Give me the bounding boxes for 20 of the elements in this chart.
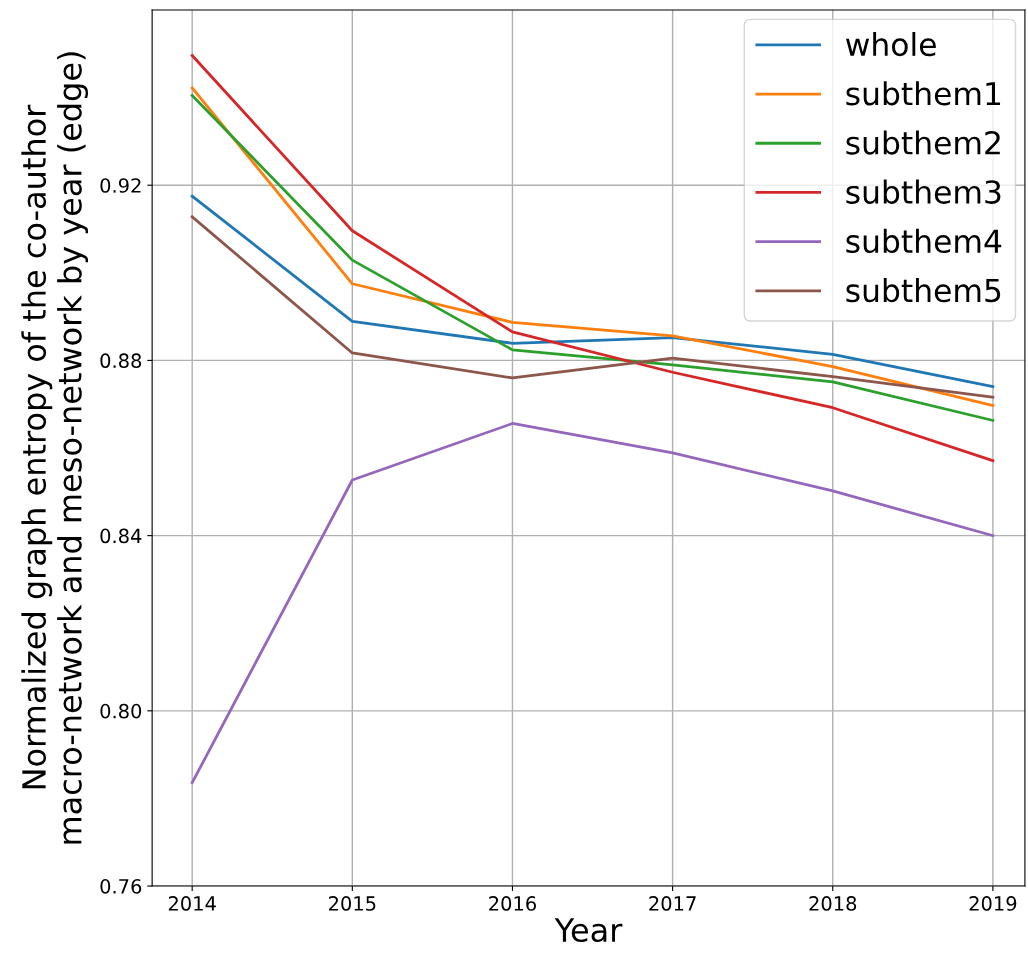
x-tick-label: 2018 xyxy=(809,896,857,911)
legend-label: subthem3 xyxy=(846,179,1001,204)
y-tick-label: 0.76 xyxy=(100,879,142,894)
x-tick-label: 2014 xyxy=(168,896,216,911)
legend-label: subthem1 xyxy=(846,81,1001,106)
y-tick-label: 0.84 xyxy=(100,528,142,544)
x-tick-label: 2015 xyxy=(329,896,376,911)
legend-label: subthem4 xyxy=(846,228,1002,254)
legend-label: whole xyxy=(846,31,936,57)
legend-label: subthem2 xyxy=(846,130,1000,155)
x-axis-title: Year xyxy=(554,918,623,943)
y-tick-label: 0.80 xyxy=(100,703,142,719)
y-axis-title: Normalized graph entropy of the co-author macro-network and meso-network by year (edge) xyxy=(21,52,89,844)
x-tick-label: 2016 xyxy=(489,896,536,911)
y-tick-label: 0.88 xyxy=(100,353,142,369)
x-tick-label: 2019 xyxy=(969,896,1017,911)
legend-label: subthem5 xyxy=(846,278,1001,303)
line-series xyxy=(190,422,995,785)
y-tick-label: 0.92 xyxy=(100,178,141,193)
x-tick-label: 2017 xyxy=(649,896,696,911)
